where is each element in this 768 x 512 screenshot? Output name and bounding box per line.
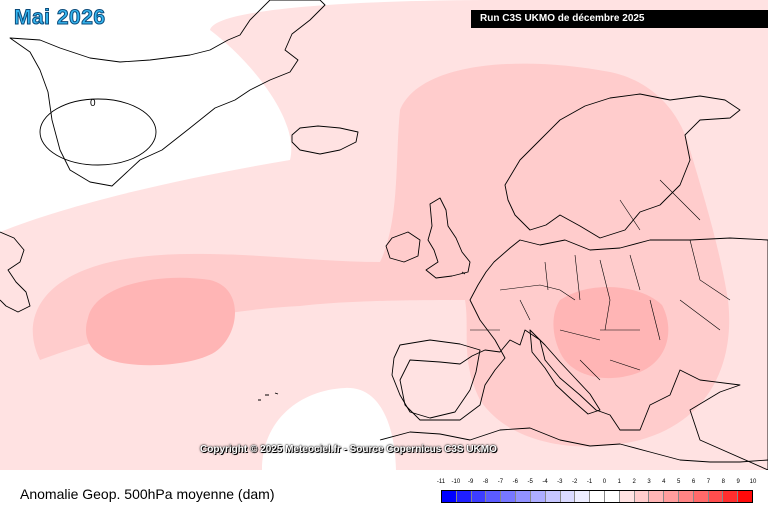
legend-swatch	[501, 491, 517, 502]
legend-tick-label: 4	[662, 479, 666, 485]
legend-tick-label: -8	[482, 479, 489, 485]
legend-tick-label: -5	[527, 479, 533, 485]
legend-swatch	[693, 491, 709, 502]
legend-swatch	[634, 491, 650, 502]
legend-tick-label: -9	[468, 479, 474, 485]
legend-tick-label: 5	[677, 479, 681, 485]
legend-swatch	[664, 491, 679, 502]
uk-coastline	[425, 197, 471, 279]
neutral-pocket-south	[262, 387, 396, 470]
run-info-badge: Run C3S UKMO de décembre 2025	[471, 10, 768, 28]
legend-tick-label: -3	[557, 479, 563, 485]
greenland-coastline	[9, 0, 326, 187]
anomaly-band-2-europe	[32, 63, 730, 447]
legend-swatch	[649, 491, 665, 502]
legend-swatch	[560, 491, 576, 502]
anomaly-core-balkans	[553, 286, 669, 379]
legend-tick-label: 1	[617, 479, 621, 485]
scandinavia-coastline	[504, 93, 741, 239]
legend-swatch	[471, 491, 487, 502]
copyright-notice: Copyright © 2025 Meteociel.fr - Source C…	[200, 444, 497, 455]
country-borders	[470, 179, 731, 381]
legend-tick-label: -11	[436, 479, 446, 485]
color-scale-legend	[441, 490, 753, 503]
legend-tick-label: 8	[721, 479, 725, 485]
legend-swatch	[456, 491, 472, 502]
legend-swatch	[708, 491, 724, 502]
legend-swatch	[486, 491, 502, 502]
legend-swatch	[619, 491, 635, 502]
legend-tick-label: 9	[736, 479, 740, 485]
north-america-coastline	[0, 231, 31, 313]
legend-swatch	[575, 491, 591, 502]
legend-tick-label: -1	[586, 479, 593, 485]
north-africa-coastline	[379, 427, 768, 463]
legend-tick-label: 0	[602, 479, 607, 485]
legend-swatch	[516, 491, 531, 502]
legend-tick-label: -7	[497, 479, 504, 485]
zero-contour-label: 0	[90, 98, 96, 109]
italy-coastline	[529, 329, 601, 415]
iberia-coastline	[391, 339, 481, 419]
legend-swatch	[590, 491, 605, 502]
island-markers	[258, 271, 466, 401]
legend-swatch	[530, 491, 546, 502]
legend-swatch	[545, 491, 561, 502]
anomaly-map: 0	[0, 0, 768, 470]
legend-tick-label: 10	[749, 479, 757, 485]
legend-tick-label: -6	[512, 479, 518, 485]
legend-swatch	[442, 491, 457, 502]
legend-tick-label: -4	[542, 479, 548, 485]
iceland-coastline	[291, 125, 359, 155]
legend-swatch	[723, 491, 739, 502]
legend-tick-label: 3	[647, 479, 651, 485]
legend-tick-label: 6	[691, 479, 696, 485]
legend-swatch	[679, 491, 694, 502]
ireland-coastline	[385, 231, 421, 263]
legend-tick-label: -2	[572, 479, 578, 485]
anomaly-core-atlantic	[85, 277, 235, 366]
legend-swatch	[738, 491, 753, 502]
zero-contour	[39, 98, 157, 166]
variable-label: Anomalie Geop. 500hPa moyenne (dam)	[20, 486, 275, 502]
legend-tick-label: 7	[706, 479, 711, 485]
europe-coastline	[399, 237, 768, 470]
legend-swatch	[604, 491, 620, 502]
legend-tick-label: -10	[451, 479, 461, 485]
forecast-month-title: Mai 2026	[14, 6, 106, 30]
legend-tick-labels: -11 -10 -9 -8 -7 -6 -5 -4 -3 -2 -1 0 1 2 3 4 5 6 7 8 9 10	[437, 479, 756, 489]
legend-tick-label: 2	[632, 479, 636, 485]
